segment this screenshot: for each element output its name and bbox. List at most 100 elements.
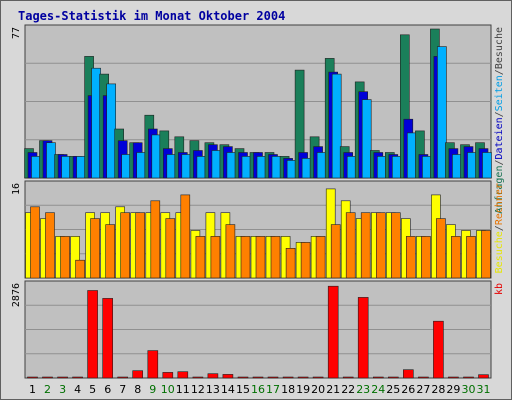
bar-kb-day-19 <box>297 376 309 379</box>
bar-kb-day-8 <box>132 370 143 379</box>
bar-rechner-day-6 <box>105 224 115 279</box>
bar-seiten-day-4 <box>76 156 86 179</box>
x-tick-label: 16 <box>251 383 265 396</box>
legend-separator: Besuche <box>494 27 505 69</box>
bar-kb-day-10 <box>162 372 174 379</box>
bar-rechner-day-19 <box>300 242 311 279</box>
x-tick-label: 2 <box>44 383 51 396</box>
bar-kb-day-24 <box>372 376 384 379</box>
bar-seiten-day-28 <box>437 46 447 179</box>
legend-anfragen: Anfragen <box>494 166 505 214</box>
bar-kb-day-27 <box>418 376 429 379</box>
x-tick-label: 29 <box>446 383 460 396</box>
bar-kb-day-23 <box>357 297 369 379</box>
bar-kb-day-25 <box>387 376 399 379</box>
bar-rechner-day-16 <box>255 236 266 279</box>
bar-rechner-day-11 <box>180 194 191 279</box>
legend: kb <box>494 283 505 295</box>
bar-kb-day-16 <box>252 376 264 379</box>
bar-rechner-day-23 <box>360 212 371 279</box>
legend-besuche: Besuche <box>494 231 505 273</box>
bar-seiten-day-5 <box>91 67 101 179</box>
bar-kb-day-13 <box>207 373 219 379</box>
legend-separator: / <box>494 225 505 231</box>
bar-kb-day-3 <box>57 376 68 379</box>
chart-title: Tages-Statistik im Monat Oktober 2004 <box>18 9 285 23</box>
bar-seiten-day-9 <box>151 134 162 179</box>
y-max-label: 16 <box>11 183 22 195</box>
bar-rechner-day-20 <box>315 236 326 279</box>
bar-seiten-day-7 <box>121 154 131 179</box>
x-tick-label: 8 <box>134 383 141 396</box>
bar-seiten-day-15 <box>241 156 252 179</box>
bar-rechner-day-8 <box>135 212 145 279</box>
bar-seiten-day-6 <box>106 83 116 179</box>
bar-seiten-day-3 <box>61 156 71 179</box>
legend-seiten: Seiten <box>494 75 505 111</box>
chart-panels: 77Anfragen/Dateien/Seiten/Besuche16Besuc… <box>11 24 505 379</box>
x-tick-label: 5 <box>89 383 96 396</box>
bar-kb-day-30 <box>463 376 474 379</box>
x-tick-label: 14 <box>221 383 235 396</box>
bar-kb-day-6 <box>102 298 113 379</box>
bar-besuche-day-4 <box>70 236 80 279</box>
x-tick-label: 10 <box>161 383 175 396</box>
x-tick-label: 31 <box>477 383 491 396</box>
bar-rechner-day-27 <box>421 236 431 279</box>
bar-rechner-day-18 <box>285 248 296 279</box>
x-tick-label: 23 <box>356 383 370 396</box>
panel-middle: 16 Besuche/Rechner <box>11 180 505 279</box>
bar-kb-day-4 <box>72 376 83 379</box>
bar-rechner-day-12 <box>195 236 206 279</box>
x-tick-label: 28 <box>431 383 445 396</box>
x-tick-label: 6 <box>104 383 111 396</box>
bar-rechner-day-30 <box>466 236 476 279</box>
bar-seiten-day-13 <box>211 150 222 179</box>
y-max-label: 77 <box>11 27 22 39</box>
bar-kb-day-31 <box>478 374 489 379</box>
bar-rechner-day-14 <box>225 224 236 279</box>
x-tick-label: 25 <box>386 383 400 396</box>
x-tick-label: 12 <box>191 383 205 396</box>
bar-rechner-day-21 <box>330 224 341 279</box>
bar-rechner-day-10 <box>165 218 176 279</box>
bar-seiten-day-26 <box>406 132 417 179</box>
legend-separator: / <box>494 69 505 75</box>
bar-kb-day-20 <box>312 376 324 379</box>
bar-seiten-day-14 <box>226 152 237 179</box>
legend: Anfragen/Dateien/Seiten/Besuche <box>494 27 505 214</box>
bar-seiten-day-8 <box>136 152 146 179</box>
bar-seiten-day-23 <box>361 99 372 179</box>
bar-seiten-day-11 <box>181 154 192 179</box>
bar-seiten-day-24 <box>376 156 387 179</box>
y-max-label: 2876 <box>11 283 22 307</box>
x-tick-label: 7 <box>119 383 126 396</box>
bar-rechner-day-5 <box>90 218 100 279</box>
bar-kb-day-18 <box>282 376 294 379</box>
bar-seiten-day-16 <box>256 156 267 179</box>
bar-rechner-day-17 <box>270 236 281 279</box>
legend-kb: kb <box>494 283 505 295</box>
x-tick-label: 27 <box>416 383 430 396</box>
legend: Besuche/Rechner <box>494 183 505 273</box>
bar-seiten-day-12 <box>196 156 207 179</box>
bar-rechner-day-9 <box>150 200 161 279</box>
x-tick-label: 22 <box>341 383 355 396</box>
bar-rechner-day-7 <box>120 212 130 279</box>
x-tick-label: 30 <box>462 383 476 396</box>
panel-bottom: 2876 kb <box>11 280 505 379</box>
x-tick-label: 9 <box>149 383 156 396</box>
bar-rechner-day-1 <box>30 206 40 279</box>
bar-seiten-day-30 <box>467 152 477 179</box>
bar-kb-day-9 <box>147 350 159 379</box>
bar-seiten-day-22 <box>346 156 357 179</box>
bar-rechner-day-2 <box>45 212 55 279</box>
bar-rechner-day-31 <box>481 230 491 279</box>
bar-seiten-day-18 <box>286 160 297 179</box>
bar-rechner-day-26 <box>405 236 416 279</box>
bar-seiten-day-17 <box>271 156 282 179</box>
x-tick-label: 24 <box>371 383 385 396</box>
x-axis-labels: 1 2 3 4 5 6 7 8 9 10 11 12 13 14 15 16 17 18 19 20 21 22 23 24 2… <box>29 383 491 396</box>
x-tick-label: 13 <box>206 383 220 396</box>
